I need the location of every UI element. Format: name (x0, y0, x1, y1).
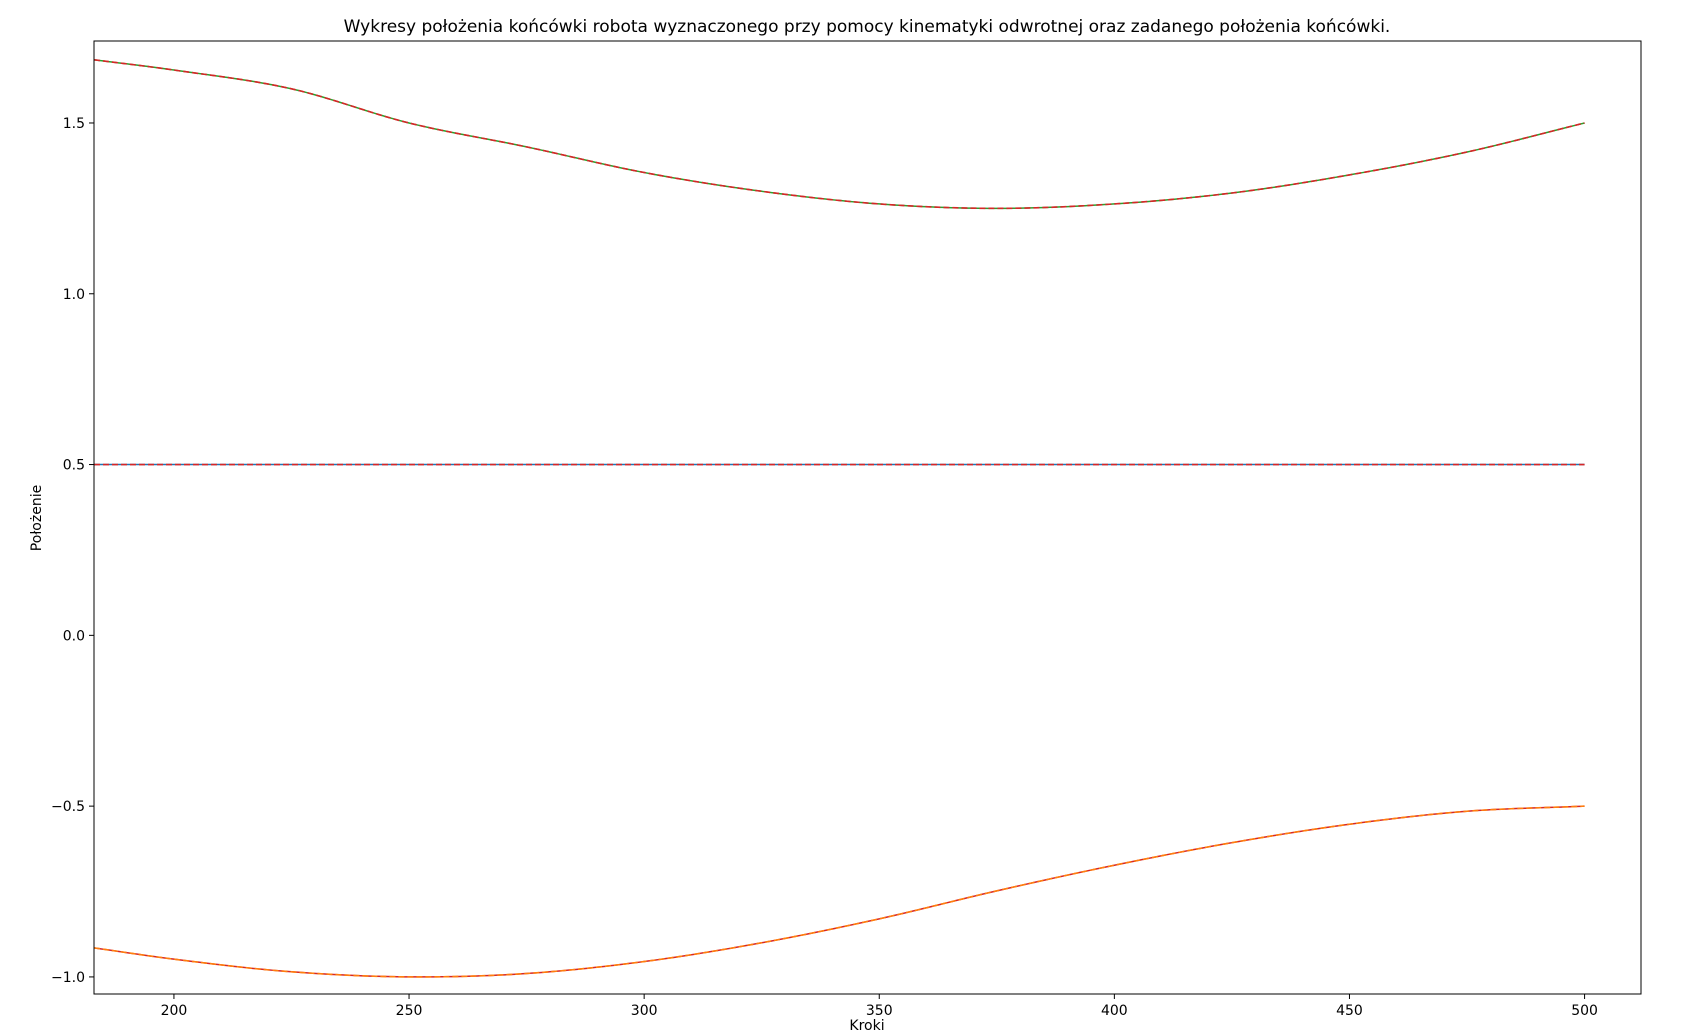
plot-frame (93, 40, 1642, 995)
y-axis-label: Położenie (29, 485, 45, 551)
x-tick-label: 200 (161, 1003, 188, 1019)
y-tick-label: 1.0 (63, 287, 85, 303)
y-tick-label: 1.5 (63, 116, 85, 132)
x-tick-label: 450 (1336, 1003, 1363, 1019)
y-tick-label: 0.0 (63, 628, 85, 644)
y-tick-label: 0.5 (63, 458, 85, 474)
x-tick-label: 500 (1571, 1003, 1598, 1019)
x-axis-label: Kroki (849, 1018, 884, 1032)
chart-title: Wykresy położenia końcówki robota wyznac… (344, 17, 1391, 37)
series-line-2 (93, 805, 1585, 978)
y-tick-label: −0.5 (51, 799, 85, 815)
x-tick-label: 400 (1101, 1003, 1128, 1019)
series-line-5 (93, 59, 1585, 210)
series-layer (93, 58, 1585, 978)
x-axis-ticks: 200 250 300 350 400 450 500 (161, 994, 1598, 1019)
series-line-1 (93, 805, 1585, 978)
x-tick-label: 350 (866, 1003, 893, 1019)
x-tick-label: 250 (396, 1003, 423, 1019)
x-tick-label: 300 (631, 1003, 658, 1019)
y-tick-label: −1.0 (51, 970, 85, 986)
y-axis-ticks: −1.0 −0.5 0.0 0.5 1.0 1.5 (51, 116, 94, 986)
series-line-6 (93, 58, 1585, 210)
